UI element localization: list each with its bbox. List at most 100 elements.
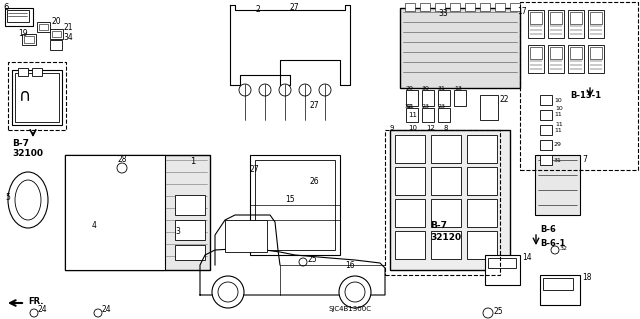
Text: 10: 10	[555, 106, 563, 110]
Text: 1: 1	[190, 158, 195, 167]
Bar	[570, 12, 582, 24]
Bar	[65, 155, 165, 270]
Bar	[435, 3, 445, 11]
Text: 5: 5	[5, 192, 10, 202]
Text: 3: 3	[175, 227, 180, 236]
Text: 20: 20	[51, 17, 61, 26]
Ellipse shape	[8, 172, 48, 228]
Bar	[15, 73, 59, 122]
Bar	[540, 125, 552, 135]
Circle shape	[94, 309, 102, 317]
Text: 27: 27	[250, 166, 260, 174]
Text: 31: 31	[438, 85, 446, 91]
Bar	[450, 3, 460, 11]
Text: B-13-1: B-13-1	[570, 91, 601, 100]
Bar	[22, 34, 36, 45]
Bar	[37, 22, 50, 32]
Bar	[32, 68, 42, 76]
Circle shape	[345, 282, 365, 302]
Bar	[431, 199, 461, 227]
Text: 23: 23	[438, 105, 446, 109]
Bar	[406, 90, 418, 106]
Bar	[395, 135, 425, 163]
Bar	[548, 45, 564, 73]
Bar	[550, 47, 562, 59]
Bar	[175, 195, 205, 215]
Text: 34: 34	[63, 33, 73, 42]
Text: 12: 12	[426, 125, 435, 131]
Circle shape	[299, 84, 311, 96]
Bar	[39, 24, 48, 30]
Bar	[467, 231, 497, 259]
Ellipse shape	[15, 180, 41, 220]
Circle shape	[483, 308, 493, 318]
Circle shape	[259, 84, 271, 96]
Bar	[65, 155, 210, 270]
Bar	[385, 130, 500, 275]
Bar	[535, 155, 580, 215]
Bar	[422, 90, 434, 106]
Text: 4: 4	[92, 220, 97, 229]
Bar	[7, 10, 29, 22]
Bar	[467, 167, 497, 195]
Bar	[8, 62, 66, 130]
Text: 15: 15	[285, 196, 294, 204]
Bar	[570, 47, 582, 59]
Bar	[175, 245, 205, 260]
Text: 14: 14	[522, 254, 532, 263]
Bar	[510, 3, 520, 11]
Text: 21: 21	[64, 24, 74, 33]
Text: 32100: 32100	[12, 149, 43, 158]
Text: 11: 11	[555, 122, 563, 128]
Bar	[540, 140, 552, 150]
Text: 8: 8	[444, 125, 449, 131]
Bar	[540, 110, 552, 120]
Text: FR.: FR.	[28, 296, 44, 306]
Bar	[255, 160, 335, 250]
Circle shape	[299, 258, 307, 266]
Bar	[390, 130, 510, 270]
Bar	[50, 40, 62, 50]
Circle shape	[319, 84, 331, 96]
Bar	[588, 45, 604, 73]
Text: 29: 29	[554, 143, 562, 147]
Text: 11: 11	[408, 112, 417, 118]
Text: B-6-1: B-6-1	[540, 239, 565, 248]
Bar	[528, 10, 544, 38]
Text: 19: 19	[18, 28, 28, 38]
Circle shape	[239, 84, 251, 96]
Text: 7: 7	[582, 155, 587, 165]
Bar	[5, 8, 33, 26]
Bar	[438, 108, 450, 122]
Text: 30: 30	[422, 85, 430, 91]
Text: B-7: B-7	[430, 220, 447, 229]
Circle shape	[30, 309, 38, 317]
Bar	[465, 3, 475, 11]
Bar	[488, 258, 516, 268]
Bar	[530, 47, 542, 59]
Text: 25: 25	[308, 256, 317, 264]
Bar	[588, 10, 604, 38]
Text: 10: 10	[408, 125, 417, 131]
Text: 32120: 32120	[430, 234, 461, 242]
Text: 25: 25	[494, 307, 504, 315]
Text: 32: 32	[405, 105, 413, 109]
Circle shape	[339, 276, 371, 308]
Text: 23: 23	[422, 105, 430, 109]
Circle shape	[551, 246, 559, 254]
Bar	[568, 45, 584, 73]
Text: 29: 29	[406, 85, 414, 91]
Text: ∩: ∩	[19, 86, 31, 104]
Bar	[540, 275, 580, 305]
Bar	[467, 135, 497, 163]
Text: 11: 11	[554, 113, 562, 117]
Bar	[480, 95, 498, 120]
Bar	[431, 135, 461, 163]
Bar	[480, 3, 490, 11]
Bar	[422, 108, 434, 122]
Text: 18: 18	[582, 273, 591, 283]
Ellipse shape	[88, 200, 132, 260]
Bar	[540, 95, 552, 105]
Circle shape	[279, 84, 291, 96]
Bar	[467, 199, 497, 227]
